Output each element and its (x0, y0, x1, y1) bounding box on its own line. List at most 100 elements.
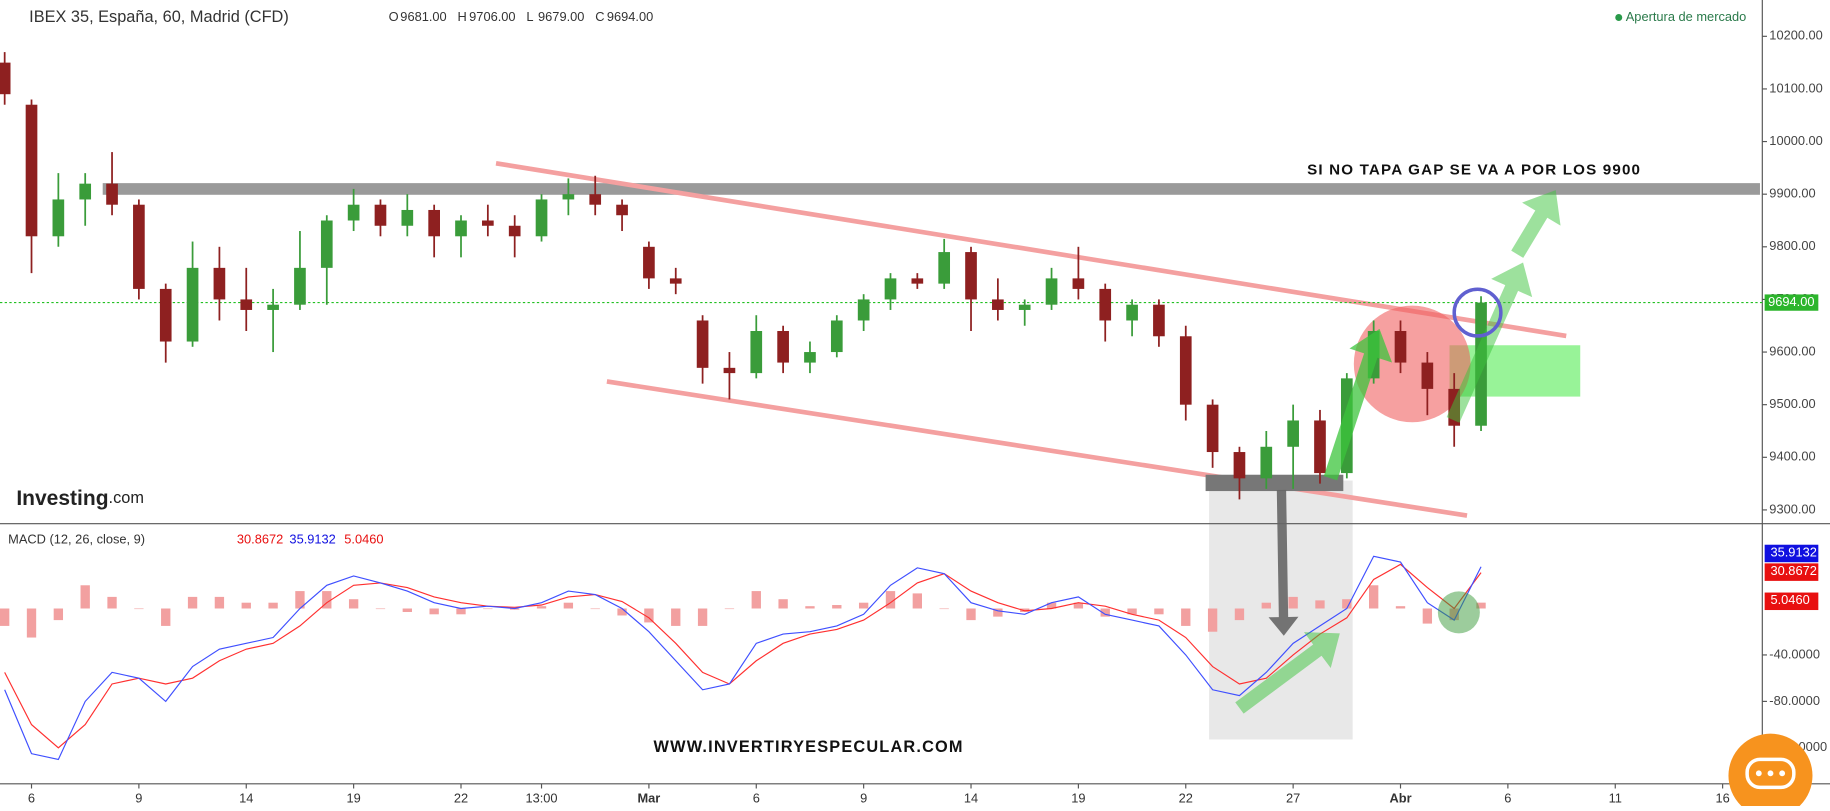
histogram-bar (322, 591, 332, 609)
candle-body (320, 220, 333, 268)
candle-body (992, 299, 1004, 310)
histogram-bar (1181, 608, 1191, 626)
histogram-bar (295, 591, 305, 609)
candle-body (347, 204, 360, 221)
histogram-bar (348, 599, 359, 609)
histogram-bar (671, 608, 681, 626)
candle-body (750, 331, 763, 374)
histogram-bar (536, 606, 547, 609)
candle-body (1018, 304, 1031, 310)
histogram-bar (187, 596, 198, 609)
candle-body (535, 199, 548, 237)
value-box (1764, 544, 1819, 563)
y-tick-label: -80.0000 (1769, 693, 1820, 708)
histogram-bar (1315, 600, 1325, 609)
blue-circle (1452, 287, 1503, 338)
candle-body (911, 278, 924, 284)
histogram-bar (0, 608, 10, 626)
candle-body (0, 62, 11, 95)
candle-body (1045, 278, 1058, 305)
histogram-bar (53, 608, 64, 621)
candle-body (857, 299, 870, 321)
x-tick-label: 9 (860, 790, 867, 805)
x-tick-label: 19 (1071, 790, 1085, 805)
ohlc-value: 9694.00 (607, 9, 653, 24)
candle-body (455, 220, 467, 237)
histogram-bar (1422, 608, 1433, 624)
y-tick-label: 10000.00 (1769, 133, 1823, 148)
histogram-bar (214, 596, 225, 609)
chat-dot (1767, 770, 1774, 777)
candle-body (616, 204, 628, 216)
annotation: SI NO TAPA GAP SE VA A POR LOS 9900 (1307, 161, 1641, 178)
macd-value: 30.8672 (237, 531, 283, 546)
histogram-bar (805, 606, 815, 609)
green-circle (1437, 591, 1480, 634)
x-tick-label: 14 (964, 790, 978, 805)
histogram-bar (456, 608, 466, 615)
up-arrow (1235, 632, 1340, 714)
resistance-band (102, 183, 1760, 195)
ohlc-value: 9679.00 (538, 9, 584, 24)
ohlc-key: H (458, 9, 467, 24)
histogram-bar (483, 608, 493, 610)
histogram-bar (107, 596, 117, 609)
histogram-bar (161, 608, 171, 626)
candle-body (1206, 404, 1219, 453)
candle-body (240, 299, 253, 310)
candle-body (777, 331, 789, 363)
histogram-bar (590, 608, 600, 610)
y-tick-label: 9600.00 (1769, 343, 1815, 358)
histogram-bar (134, 608, 144, 610)
histogram-bar (885, 591, 896, 609)
up-arrow (1446, 262, 1533, 423)
red-circle (1353, 305, 1471, 423)
candle-body (267, 304, 279, 310)
candle-body (374, 204, 387, 226)
candle-body (508, 225, 521, 237)
macd-value: 35.9132 (289, 531, 335, 546)
histogram-bar (966, 608, 976, 621)
candle-body (1287, 420, 1299, 447)
histogram-bar (563, 602, 574, 609)
histogram-bar (1368, 585, 1379, 609)
chat-dot (1755, 770, 1762, 777)
histogram-bar (1261, 602, 1271, 609)
histogram-bar (858, 602, 869, 609)
histogram-bar (1476, 602, 1486, 609)
value-label: 30.8672 (1770, 563, 1816, 578)
histogram-bar (1127, 608, 1137, 615)
candle-body (482, 220, 494, 226)
up-arrow (1323, 328, 1393, 481)
histogram-bar (1207, 608, 1218, 632)
macd-line (4, 563, 1482, 749)
macd-line (4, 555, 1482, 761)
candle-body (106, 183, 118, 205)
logo: Investing.com (16, 487, 144, 510)
value-box (1764, 563, 1819, 581)
y-tick-label: 9300.00 (1769, 501, 1815, 516)
histogram-bar (1288, 596, 1298, 609)
x-tick-label: 27 (1286, 790, 1300, 805)
histogram-bar (993, 608, 1003, 617)
candle-body (1233, 452, 1246, 479)
macd-value: 5.0460 (344, 531, 383, 546)
histogram-bar (26, 608, 37, 638)
title: IBEX 35, España, 60, Madrid (CFD) (29, 8, 289, 26)
candle-body (696, 320, 709, 368)
candle-body (965, 252, 977, 300)
histogram-bar (402, 608, 412, 612)
y-tick-label: 9500.00 (1769, 396, 1815, 411)
histogram-bar (1073, 602, 1084, 609)
candle-body (1314, 420, 1326, 474)
x-tick-label: Mar (637, 790, 660, 805)
histogram-bar (241, 602, 251, 609)
candle-body (186, 267, 199, 342)
candle-body (25, 104, 38, 237)
histogram-bar (375, 608, 386, 610)
logo-brand: Investing (16, 487, 108, 510)
candle-body (52, 199, 65, 237)
x-tick-label: 19 (346, 790, 360, 805)
ohlc-value: 9681.00 (400, 9, 446, 24)
